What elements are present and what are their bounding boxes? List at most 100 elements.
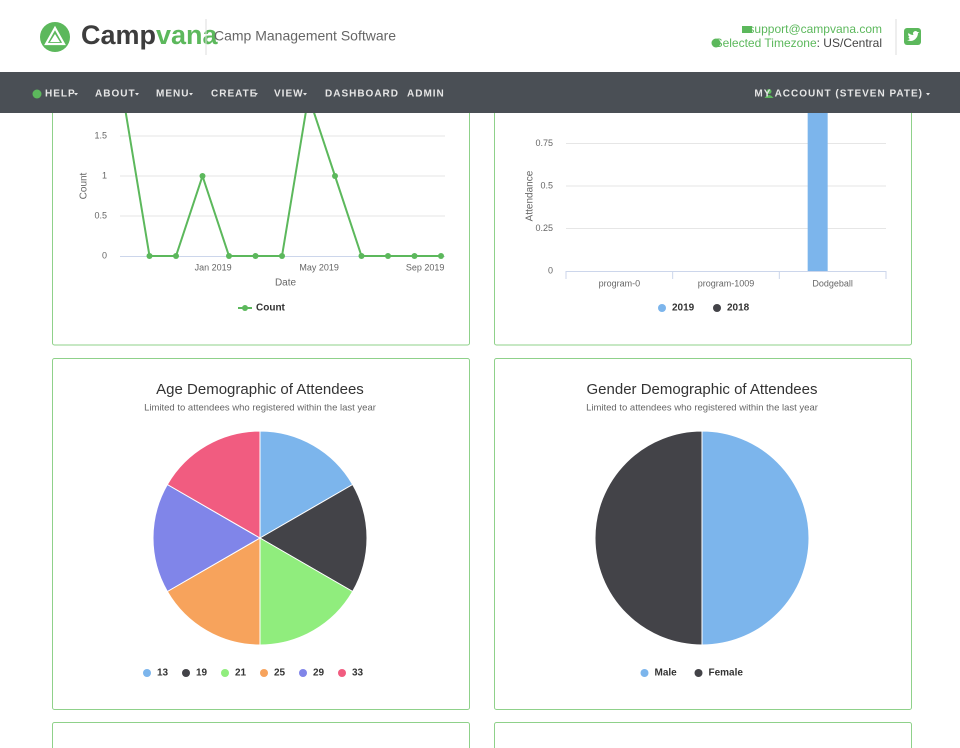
card xyxy=(52,722,470,748)
timezone: Selected Timezone: US/Central xyxy=(715,36,882,50)
card xyxy=(494,89,912,346)
point xyxy=(411,253,418,259)
nav-item[interactable]: HELP xyxy=(45,89,76,100)
header: Campvana Camp Management Software suppor… xyxy=(0,0,960,72)
caret xyxy=(135,93,139,96)
nav-item[interactable]: CREATE xyxy=(211,89,257,100)
pie-slice xyxy=(258,483,368,593)
user-icon xyxy=(764,95,774,98)
legend-symbol xyxy=(640,669,649,677)
account-menu[interactable]: MY ACCOUNT (STEVEN PATE) xyxy=(754,89,923,100)
logo-icon xyxy=(50,34,60,42)
pie-slice xyxy=(259,537,354,646)
pie-slice xyxy=(594,430,703,646)
card xyxy=(494,722,912,748)
point xyxy=(332,173,338,179)
nav-item[interactable]: ADMIN xyxy=(407,89,445,100)
y-tick-label: 1 xyxy=(102,170,107,180)
y-axis-title: Count xyxy=(79,172,90,199)
legend-label: 2019 xyxy=(672,303,695,314)
y-tick-label: 0.25 xyxy=(535,223,553,233)
point xyxy=(252,253,259,259)
caret xyxy=(254,93,258,96)
y-tick-label: 1.5 xyxy=(94,130,107,140)
logo-icon xyxy=(44,25,66,46)
legend-label: 19 xyxy=(196,668,208,679)
legend-label: 2018 xyxy=(727,303,750,314)
nav-item[interactable]: MENU xyxy=(156,89,189,100)
legend-symbol xyxy=(242,305,248,311)
pie-slice xyxy=(166,430,261,539)
x-tick-label: May 2019 xyxy=(299,262,339,272)
point xyxy=(438,253,444,259)
nav-item[interactable]: VIEW xyxy=(274,89,304,100)
user-icon xyxy=(766,89,772,94)
legend-symbol xyxy=(658,304,666,312)
x-axis-title: Date xyxy=(275,278,297,289)
pie-slice xyxy=(152,483,262,593)
pie-slice xyxy=(166,537,261,646)
timezone-label: Selected Timezone xyxy=(715,36,817,50)
point xyxy=(199,173,206,179)
point xyxy=(226,253,232,259)
header-bg xyxy=(0,0,960,72)
legend-label: Male xyxy=(655,668,678,679)
y-tick-label: 0 xyxy=(548,265,553,275)
clock-icon xyxy=(711,38,721,48)
legend-symbol xyxy=(143,669,151,677)
x-tick-label: program-1009 xyxy=(698,278,755,288)
bar xyxy=(807,101,828,271)
chart-subtitle: Limited to attendees who registered with… xyxy=(144,403,376,414)
point xyxy=(173,253,179,259)
x-tick-label: Jan 2019 xyxy=(195,262,232,272)
y-tick-label: 0 xyxy=(102,250,107,260)
y-tick-label: 0.5 xyxy=(94,210,107,220)
point xyxy=(358,253,365,259)
point xyxy=(279,253,285,259)
tagline: Camp Management Software xyxy=(214,28,396,44)
support-email[interactable]: support@campvana.com xyxy=(748,22,882,36)
chart-title: Age Demographic of Attendees xyxy=(156,381,364,398)
legend-label: 29 xyxy=(313,668,325,679)
timezone-value: : US/Central xyxy=(817,36,882,50)
point xyxy=(385,253,391,259)
x-tick-label: program-0 xyxy=(599,278,641,288)
carets xyxy=(74,93,930,96)
point xyxy=(146,253,153,259)
caret xyxy=(74,93,78,96)
nav-item[interactable]: ABOUT xyxy=(95,89,136,100)
brand: Campvana xyxy=(81,20,219,50)
y-axis-title: Attendance xyxy=(525,170,536,221)
pie-slice xyxy=(259,430,354,539)
navbar-bg xyxy=(0,72,960,113)
brand-part: vana xyxy=(156,20,219,50)
legend-label: Female xyxy=(709,668,744,679)
legend-label: Count xyxy=(256,303,286,314)
legend-label: 25 xyxy=(274,668,286,679)
legend-symbol xyxy=(182,669,190,677)
help-icon xyxy=(32,89,42,99)
caret xyxy=(303,93,307,96)
y-tick-label: 0.75 xyxy=(535,138,553,148)
twitter-bird xyxy=(907,31,920,41)
x-tick-label: Sep 2019 xyxy=(406,262,445,272)
legend-symbol xyxy=(713,304,721,312)
caret xyxy=(189,93,193,96)
mail-icon xyxy=(742,26,752,33)
legend-symbol xyxy=(694,669,703,677)
y-tick-label: 0.5 xyxy=(540,180,553,190)
legend-symbol xyxy=(299,669,307,677)
x-tick-label: Dodgeball xyxy=(812,278,853,288)
chart-title: Gender Demographic of Attendees xyxy=(587,381,818,398)
legend-symbol xyxy=(338,669,346,677)
chart-subtitle: Limited to attendees who registered with… xyxy=(586,403,818,414)
pie-slice xyxy=(701,430,810,646)
navbar: HELP ABOUT MENU CREATE VIEW DASHBOARD AD… xyxy=(0,72,960,113)
legend-symbol xyxy=(260,669,268,677)
legend-label: 13 xyxy=(157,668,169,679)
legend-label: 21 xyxy=(235,668,247,679)
caret xyxy=(926,93,930,96)
nav-item[interactable]: DASHBOARD xyxy=(325,89,399,100)
